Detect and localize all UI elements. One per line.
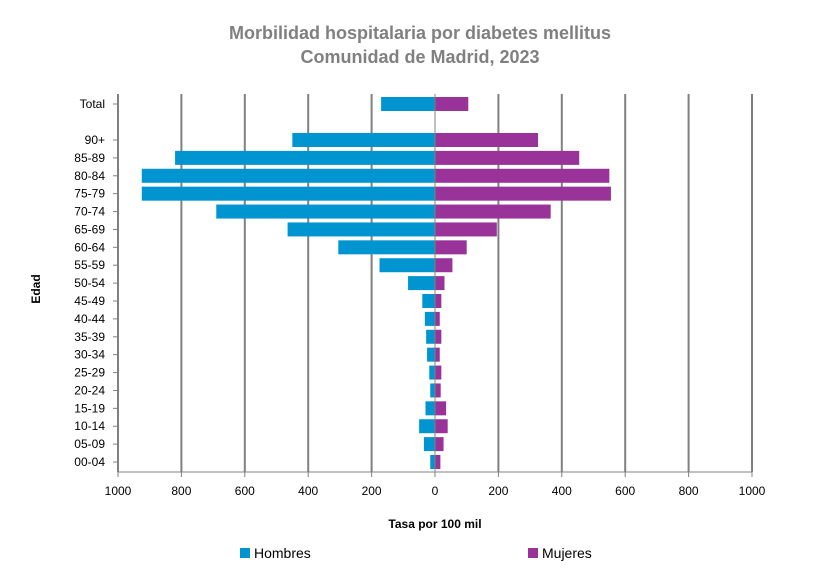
bar-hombres: [425, 401, 435, 416]
bar-hombres: [175, 150, 435, 165]
category-label: 90+: [85, 133, 105, 147]
x-tick-label: 800: [171, 484, 191, 498]
y-axis-title: Edad: [29, 274, 43, 303]
category-label: 80-84: [74, 169, 105, 183]
bar-mujeres: [435, 133, 539, 147]
bar-hombres: [338, 240, 435, 255]
x-tick-label: 400: [298, 484, 318, 498]
bar-hombres: [426, 329, 435, 344]
x-tick-label: 200: [362, 484, 382, 498]
category-label: 15-19: [74, 401, 105, 415]
category-label: 60-64: [74, 240, 105, 254]
x-tick-label: 800: [679, 484, 699, 498]
bar-mujeres: [435, 437, 444, 452]
bar-hombres: [427, 347, 435, 362]
bar-mujeres: [435, 240, 467, 255]
bar-hombres: [381, 97, 435, 111]
x-tick-label: 1000: [739, 484, 766, 498]
category-label: 50-54: [74, 276, 105, 290]
category-label: 00-04: [74, 455, 105, 469]
category-label: 55-59: [74, 258, 105, 272]
bar-hombres: [419, 419, 435, 434]
bar-hombres: [430, 455, 435, 469]
category-label: Total: [80, 97, 105, 111]
bar-mujeres: [435, 276, 445, 291]
bar-hombres: [287, 222, 435, 237]
bar-mujeres: [435, 455, 441, 469]
category-label: 70-74: [74, 205, 105, 219]
legend: Hombres Mujeres: [240, 545, 592, 561]
category-label: 20-24: [74, 383, 105, 397]
category-label: 65-69: [74, 222, 105, 236]
bar-mujeres: [435, 329, 442, 344]
bar-hombres: [292, 133, 435, 147]
axes: Total 90+ 85-89 80-84 75-79 70-74 65-69 60-64 55…: [74, 94, 766, 498]
bar-mujeres: [435, 222, 497, 237]
legend-label: Hombres: [254, 545, 311, 561]
x-tick-label: 600: [615, 484, 635, 498]
bar-hombres: [216, 204, 435, 219]
bar-mujeres: [435, 419, 448, 434]
legend-label: Mujeres: [542, 545, 592, 561]
bar-hombres: [379, 258, 435, 273]
x-tick-label: 400: [552, 484, 572, 498]
x-tick-label: 200: [488, 484, 508, 498]
category-label: 35-39: [74, 330, 105, 344]
category-label: 85-89: [74, 151, 105, 165]
chart-title: Morbilidad hospitalaria por diabetes mel…: [229, 23, 611, 43]
bar-mujeres: [435, 401, 447, 416]
bar-hombres: [141, 168, 435, 183]
bar-mujeres: [435, 347, 440, 362]
bar-mujeres: [435, 150, 580, 165]
bar-hombres: [423, 437, 435, 452]
bar-mujeres: [435, 186, 611, 201]
bar-hombres: [430, 383, 435, 398]
bar-hombres: [429, 365, 435, 380]
legend-swatch: [240, 548, 250, 558]
bar-mujeres: [435, 365, 442, 380]
bar-mujeres: [435, 204, 551, 219]
category-label: 75-79: [74, 187, 105, 201]
bar-hombres: [141, 186, 435, 201]
x-tick-label: 600: [235, 484, 255, 498]
bar-mujeres: [435, 168, 610, 183]
chart-subtitle: Comunidad de Madrid, 2023: [300, 47, 539, 67]
category-label: 05-09: [74, 437, 105, 451]
bar-mujeres: [435, 97, 469, 111]
bar-mujeres: [435, 294, 442, 308]
bars: [141, 97, 611, 469]
bar-mujeres: [435, 383, 441, 398]
x-axis-title: Tasa por 100 mil: [388, 517, 481, 531]
category-label: 45-49: [74, 294, 105, 308]
category-label: 40-44: [74, 312, 105, 326]
category-label: 30-34: [74, 348, 105, 362]
bar-hombres: [422, 294, 435, 308]
bar-mujeres: [435, 311, 440, 326]
bar-hombres: [424, 311, 435, 326]
x-tick-label: 1000: [105, 484, 132, 498]
bar-hombres: [408, 276, 435, 291]
category-label: 10-14: [74, 419, 105, 433]
legend-swatch: [528, 548, 538, 558]
category-label: 25-29: [74, 366, 105, 380]
x-tick-label: 0: [432, 484, 439, 498]
bar-mujeres: [435, 258, 453, 273]
